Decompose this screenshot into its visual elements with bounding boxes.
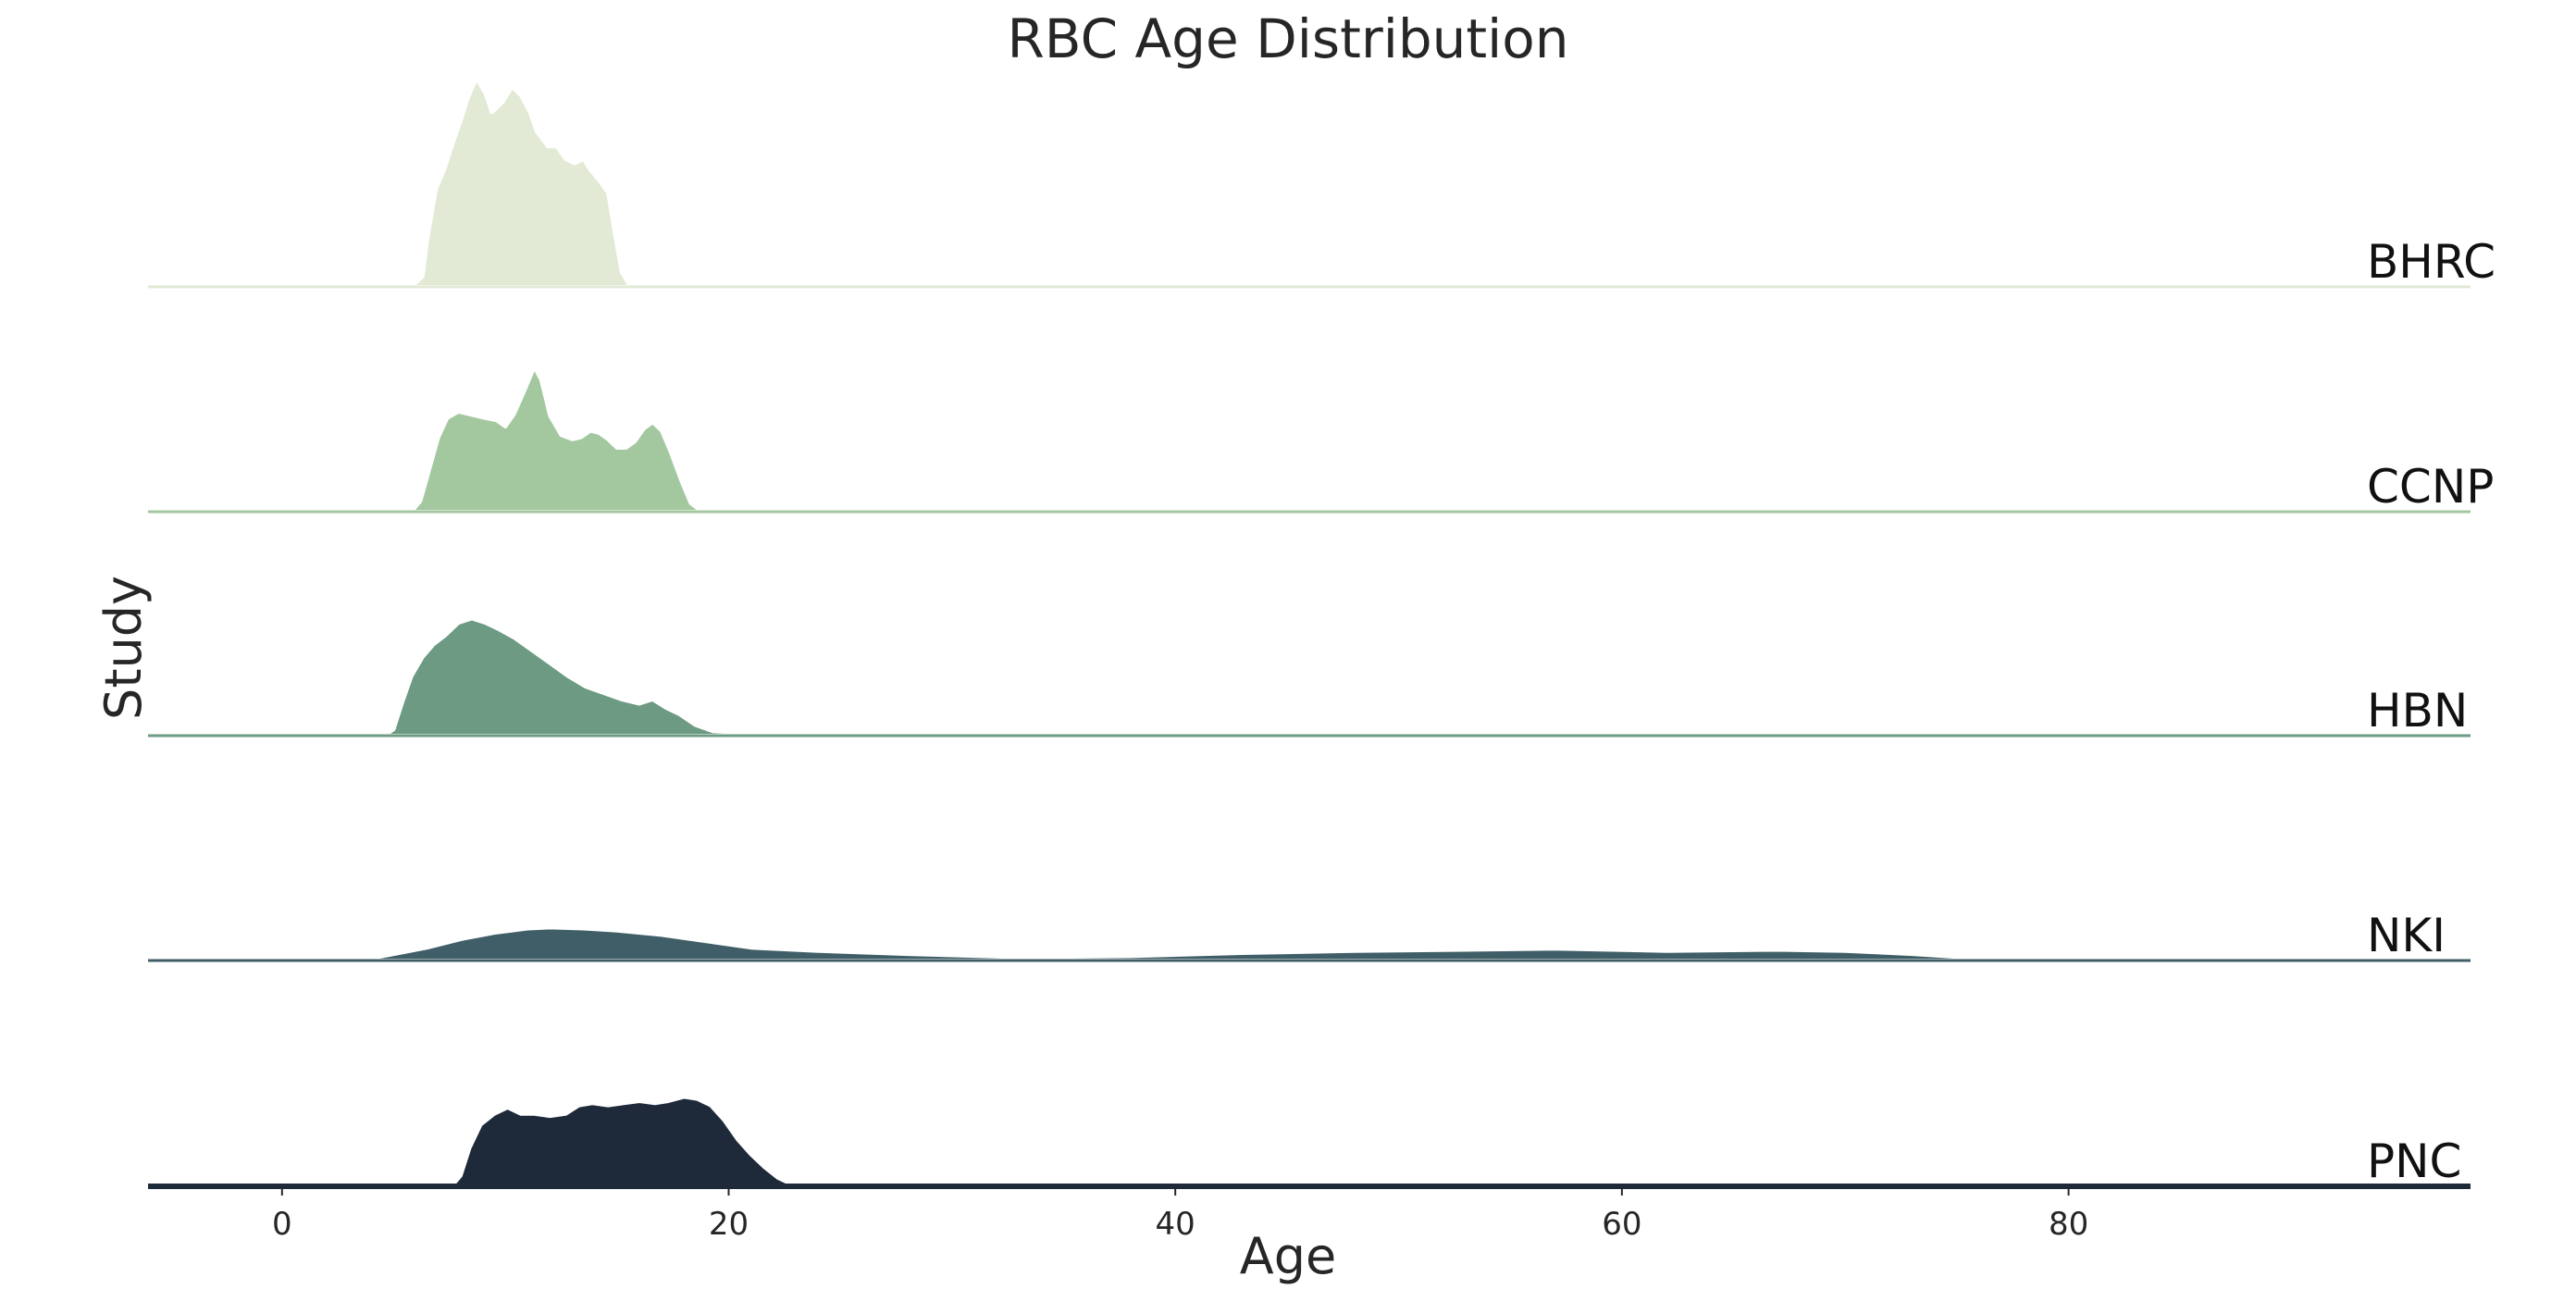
ridge-label-nki: NKI [2367, 909, 2446, 962]
density-area-pnc [450, 1095, 809, 1188]
ridge-label-ccnp: CCNP [2367, 460, 2494, 514]
x-axis: 0 20 40 60 80 [272, 1186, 2088, 1243]
ridge-ccnp: CCNP [148, 365, 2494, 514]
ridge-label-bhrc: BHRC [2367, 235, 2496, 289]
density-area-ccnp [409, 365, 704, 514]
ridges-group: BHRC CCNP HBN NKI PNC [148, 76, 2496, 1189]
density-area-hbn [382, 616, 771, 738]
ridge-bhrc: BHRC [148, 76, 2496, 289]
x-tick-label: 20 [709, 1206, 749, 1243]
x-tick-label: 60 [1602, 1206, 1641, 1243]
ridge-pnc: PNC [148, 1095, 2471, 1189]
ridge-label-hbn: HBN [2367, 684, 2468, 738]
ridge-nki: NKI [148, 909, 2471, 962]
ridge-hbn: HBN [148, 616, 2471, 738]
density-area-bhrc [409, 76, 633, 289]
ridge-label-pnc: PNC [2367, 1134, 2461, 1188]
x-axis-label: Age [1240, 1227, 1336, 1285]
x-tick-label: 80 [2049, 1206, 2088, 1243]
x-tick-label: 40 [1156, 1206, 1195, 1243]
density-area-nki [358, 925, 2026, 962]
x-tick-label: 0 [272, 1206, 292, 1243]
y-axis-label: Study [94, 576, 153, 720]
chart-title: RBC Age Distribution [1008, 7, 1569, 70]
